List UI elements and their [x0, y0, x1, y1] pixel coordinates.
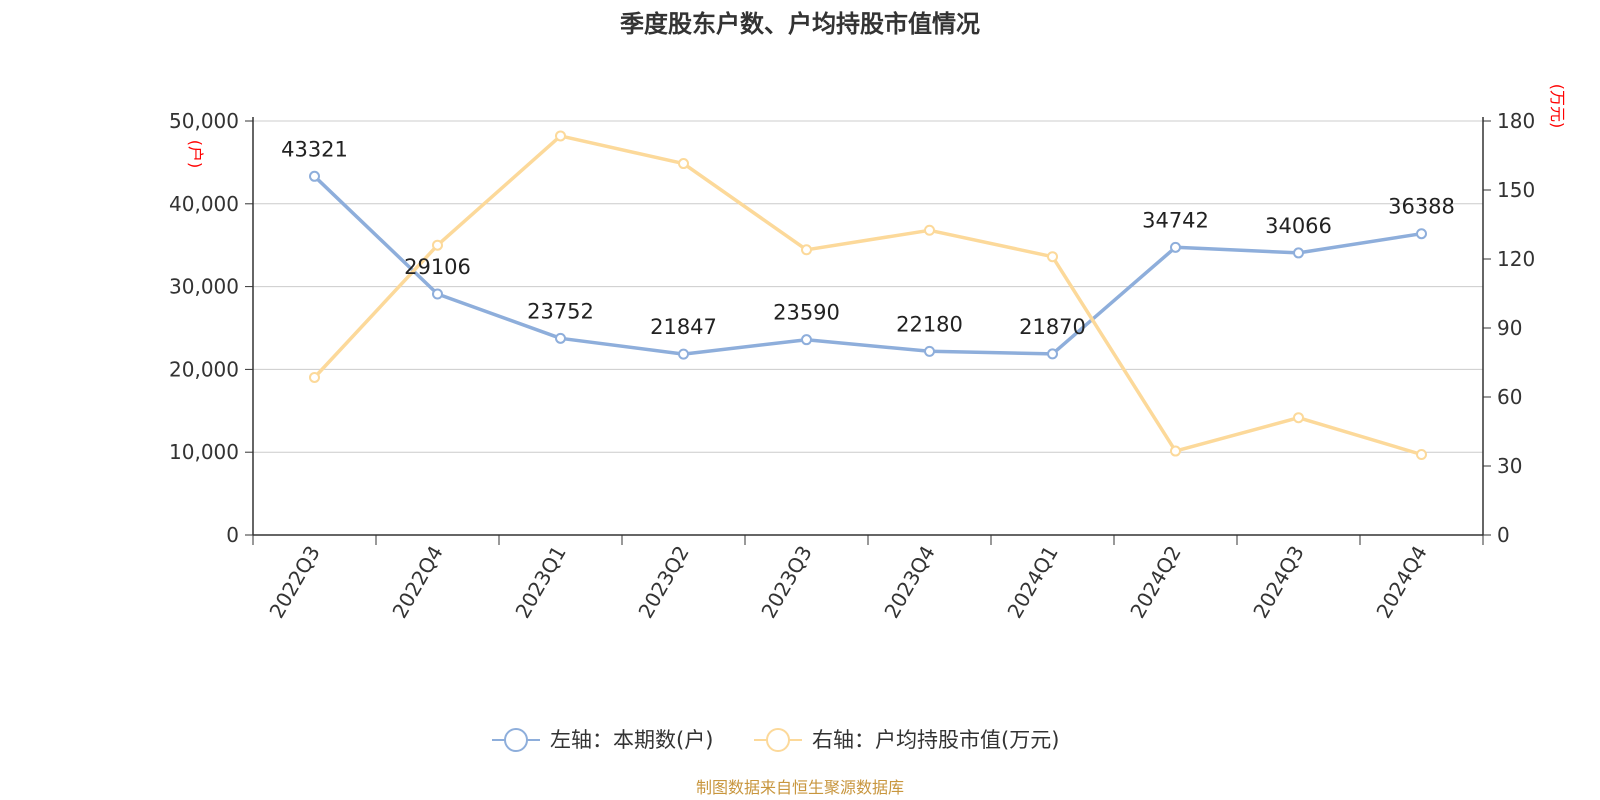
right-axis-unit: (万元): [1548, 84, 1567, 129]
legend-circle-icon: [504, 728, 528, 752]
data-point-right[interactable]: [678, 158, 689, 170]
chart-title: 季度股东户数、户均持股市值情况: [620, 10, 980, 38]
right-tick-label: 30: [1497, 454, 1522, 478]
data-point-right[interactable]: [555, 130, 566, 142]
left-tick-label: 20,000: [169, 357, 239, 381]
data-point-left[interactable]: [801, 334, 812, 346]
data-point-right[interactable]: [801, 244, 812, 256]
data-point-left[interactable]: [678, 348, 689, 360]
right-tick-label: 90: [1497, 316, 1522, 340]
x-tick-label: 2023Q2: [633, 542, 693, 623]
right-tick-label: 180: [1497, 109, 1535, 133]
data-point-right[interactable]: [1170, 445, 1181, 457]
legend-item-left-axis[interactable]: 左轴：本期数(户): [492, 728, 713, 752]
x-tick-label: 2024Q1: [1002, 542, 1062, 623]
data-point-right[interactable]: [432, 239, 443, 251]
data-label: 23752: [527, 299, 594, 323]
data-point-right[interactable]: [1416, 449, 1427, 460]
data-point-right[interactable]: [309, 371, 320, 383]
data-label: 36388: [1388, 195, 1455, 219]
x-tick-label: 2024Q3: [1248, 542, 1308, 623]
source-note: 制图数据来自恒生聚源数据库: [696, 778, 904, 797]
x-tick-label: 2023Q3: [756, 542, 816, 623]
data-point-right[interactable]: [1293, 412, 1304, 424]
legend-item-right-axis[interactable]: 右轴：户均持股市值(万元): [754, 728, 1059, 752]
x-axis-ticks: 2022Q3 2022Q4 2023Q1 2023Q2 2023Q3 2023Q4 2024…: [252, 535, 1484, 623]
right-tick-label: 0: [1497, 523, 1510, 547]
data-point-right[interactable]: [924, 224, 935, 236]
left-tick-label: 30,000: [169, 275, 239, 299]
data-point-left[interactable]: [1416, 228, 1427, 240]
legend-circle-icon: [766, 728, 790, 752]
data-point-left[interactable]: [1170, 241, 1181, 253]
right-axis-ticks: 0 30 60 90 120 150 180: [1483, 109, 1535, 547]
data-label: 43321: [281, 137, 348, 161]
data-label: 34742: [1142, 208, 1209, 232]
x-tick-label: 2024Q4: [1371, 542, 1431, 623]
left-tick-label: 40,000: [169, 192, 239, 216]
data-label: 21847: [650, 315, 717, 339]
x-tick-label: 2024Q2: [1125, 542, 1185, 623]
data-labels: 43321 29106 23752 21847 23590 22180 21870 34742…: [281, 137, 1455, 339]
series-layer: [309, 130, 1427, 460]
data-point-left[interactable]: [1293, 247, 1304, 259]
right-tick-label: 120: [1497, 247, 1535, 271]
left-axis-ticks: 0 10,000 20,000 30,000 40,000 50,000: [169, 109, 253, 547]
data-label: 21870: [1019, 315, 1086, 339]
axes: [252, 117, 1484, 536]
grid-lines: [253, 120, 1483, 453]
data-point-left[interactable]: [1047, 348, 1058, 360]
x-tick-label: 2023Q1: [510, 542, 570, 623]
data-label: 23590: [773, 301, 840, 325]
data-point-left[interactable]: [432, 288, 443, 300]
left-tick-label: 50,000: [169, 109, 239, 133]
left-axis-unit: (户): [186, 140, 205, 169]
left-tick-label: 0: [226, 523, 239, 547]
data-point-left[interactable]: [555, 332, 566, 344]
x-tick-label: 2022Q4: [387, 542, 447, 623]
data-point-right[interactable]: [1047, 251, 1058, 263]
series-line-right: [313, 134, 1423, 457]
series-line-left: [313, 175, 1422, 356]
data-label: 22180: [896, 312, 963, 336]
left-tick-label: 10,000: [169, 440, 239, 464]
data-point-left[interactable]: [309, 170, 320, 182]
x-tick-label: 2023Q4: [879, 542, 939, 623]
x-tick-label: 2022Q3: [264, 542, 324, 623]
data-label: 29106: [404, 255, 471, 279]
legend[interactable]: 左轴：本期数(户) 右轴：户均持股市值(万元): [492, 728, 1059, 752]
data-label: 34066: [1265, 214, 1332, 238]
right-tick-label: 150: [1497, 178, 1535, 202]
right-tick-label: 60: [1497, 385, 1522, 409]
legend-label-right-axis: 右轴：户均持股市值(万元): [812, 728, 1059, 752]
legend-label-left-axis: 左轴：本期数(户): [550, 728, 713, 752]
data-point-left[interactable]: [924, 345, 935, 357]
